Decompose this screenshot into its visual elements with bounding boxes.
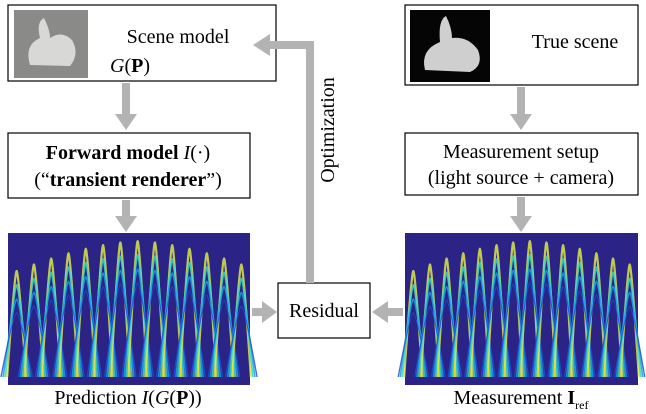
node-formula: G(P) xyxy=(110,55,150,77)
arrowhead xyxy=(115,216,137,232)
label-part: ”) xyxy=(206,169,222,191)
node-label: Measurement setup xyxy=(443,141,599,163)
formula-part: ) xyxy=(143,55,150,77)
caption-part: I xyxy=(567,387,575,409)
caption: Measurement Iref xyxy=(454,387,589,412)
arrowhead xyxy=(253,34,270,56)
caption-part: ( xyxy=(148,387,155,409)
arrowhead xyxy=(510,114,532,130)
caption-part: I xyxy=(141,387,150,409)
edge-label: Optimization xyxy=(317,77,339,183)
arrows xyxy=(115,34,532,323)
bunny-shape xyxy=(424,16,480,72)
caption: Prediction I(G(P)) xyxy=(54,387,201,409)
measurement-heatmap xyxy=(397,233,646,385)
node-label: Scene model xyxy=(127,26,230,48)
arrowhead xyxy=(115,114,137,130)
label-part: Forward model xyxy=(46,142,179,164)
heatmap-stroke xyxy=(613,305,646,378)
formula-part: ( xyxy=(124,55,131,77)
prediction-heatmap xyxy=(0,233,258,385)
label-part: transient renderer xyxy=(50,169,207,191)
caption-part: P xyxy=(176,387,188,409)
caption-part: Prediction xyxy=(54,387,141,409)
formula-part: P xyxy=(131,55,143,77)
residual-box xyxy=(277,282,371,339)
node-sublabel: (“transient renderer”) xyxy=(34,169,222,191)
node-sublabel: (light source + camera) xyxy=(428,167,614,189)
node-label: Residual xyxy=(289,300,359,322)
caption-part: ref xyxy=(575,398,588,412)
caption-part: Measurement xyxy=(454,387,568,409)
formula-part: G xyxy=(110,55,125,77)
node-label: True scene xyxy=(532,31,619,53)
measurement-setup-box xyxy=(404,132,639,196)
heatmap-stroke xyxy=(224,305,258,378)
caption-part: ( xyxy=(169,387,176,409)
forward-model-box xyxy=(7,132,251,199)
arrowhead xyxy=(262,301,277,323)
label-part: I xyxy=(183,142,192,164)
caption-part: )) xyxy=(188,387,201,409)
node-label: Forward model I(·) xyxy=(46,142,210,164)
arrowhead xyxy=(372,301,388,323)
label-part: (·) xyxy=(190,142,210,164)
scene-model-shape xyxy=(28,18,76,66)
arrow xyxy=(268,41,314,283)
arrowhead xyxy=(510,216,532,232)
caption-part: G xyxy=(155,387,170,409)
label-part: (“ xyxy=(34,169,50,191)
